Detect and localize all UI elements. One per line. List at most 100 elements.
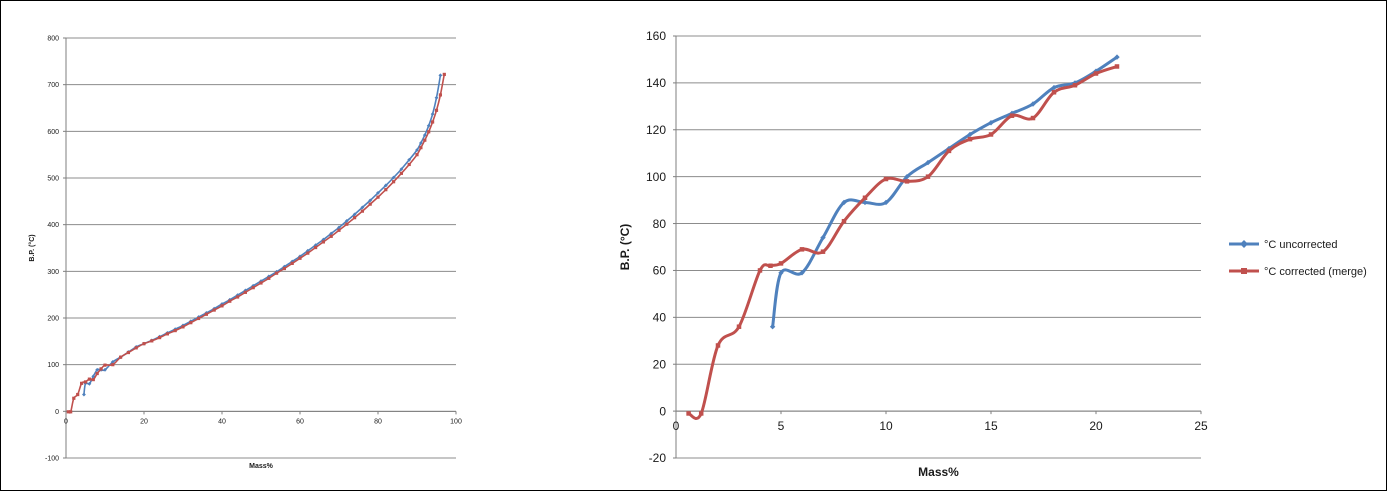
left-chart-series-1-point-2 xyxy=(72,396,76,400)
right-chart-series-line-0 xyxy=(771,55,1119,329)
right-chart-y-tick-label-3: 40 xyxy=(653,311,667,325)
left-chart-series-1-point-47 xyxy=(392,180,396,184)
right-chart-series-1-point-22 xyxy=(1114,64,1120,69)
left-chart-series-1-point-38 xyxy=(321,240,325,244)
left-chart-y-tick-label-5: 400 xyxy=(47,222,59,229)
left-chart-series-1-point-37 xyxy=(314,245,318,250)
right-chart-series-1-point-12 xyxy=(904,179,910,184)
left-chart-series-0-point-21 xyxy=(220,302,224,306)
left-chart-series-1-point-31 xyxy=(267,276,271,280)
left-chart-y-tick-label-8: 700 xyxy=(47,82,59,89)
left-chart-series-1-point-35 xyxy=(298,256,302,260)
left-chart-series-1-point-18 xyxy=(165,332,169,336)
left-chart-series-1-point-52 xyxy=(423,138,427,142)
left-chart-series-1-point-23 xyxy=(204,312,208,316)
left-chart-series-1-point-0 xyxy=(66,410,70,414)
left-chart-series-0-point-32 xyxy=(305,248,310,253)
right-chart-x-tick-label-3: 15 xyxy=(984,419,998,433)
right-chart-series-1-point-11 xyxy=(883,176,889,182)
left-chart-series-0-point-25 xyxy=(251,283,256,288)
left-chart-series-1-point-20 xyxy=(181,325,185,329)
left-chart-series-0-point-48 xyxy=(422,133,427,137)
left-chart-series-0-point-49 xyxy=(426,123,431,128)
left-chart-series-1-point-49 xyxy=(407,162,411,167)
left-chart-series-0-point-35 xyxy=(329,231,334,236)
left-chart-x-axis-label: Mass% xyxy=(249,463,274,470)
right-chart-y-tick-label-4: 60 xyxy=(653,264,667,278)
left-chart-series-1-point-40 xyxy=(337,228,341,232)
right-chart-series-1-point-2 xyxy=(715,343,721,348)
left-chart-series-1-point-48 xyxy=(399,171,403,175)
left-chart-x-tick-label-2: 40 xyxy=(218,418,226,425)
left-chart-y-tick-label-7: 600 xyxy=(47,129,59,136)
right-chart-series-1-point-6 xyxy=(778,261,784,266)
right-chart-series-0-point-4 xyxy=(841,199,847,206)
left-chart-y-tick-label-3: 200 xyxy=(47,315,59,322)
left-chart-series-0-point-39 xyxy=(360,205,365,210)
left-chart-series-line-1 xyxy=(67,73,446,414)
left-chart-series-1-point-28 xyxy=(243,290,247,294)
left-chart-series-0-point-30 xyxy=(290,259,295,264)
right-chart-y-tick-label-0: -20 xyxy=(649,451,667,465)
left-chart-series-0-point-38 xyxy=(352,212,357,217)
left-chart-series-1-point-24 xyxy=(212,308,216,312)
left-chart-y-tick-label-0: -100 xyxy=(45,455,59,462)
right-chart-series-1-point-17 xyxy=(1009,113,1015,118)
left-chart-series-1-point-10 xyxy=(103,363,107,367)
left-chart-series-1-point-1 xyxy=(69,410,73,414)
left-chart-series-0-point-40 xyxy=(368,198,373,203)
right-chart-series-1-point-10 xyxy=(862,195,868,201)
right-chart-series-1-point-4 xyxy=(757,268,763,273)
left-chart-series-0-point-0 xyxy=(82,392,86,397)
left-chart-y-tick-label-9: 800 xyxy=(47,35,59,42)
left-chart-x-tick-label-3: 60 xyxy=(296,418,304,425)
right-chart-series-0-point-0 xyxy=(769,324,776,330)
left-chart-series-1-point-25 xyxy=(220,304,224,308)
left-chart-series-0-point-44 xyxy=(399,167,404,172)
left-chart-y-axis-label: B.P. (°C) xyxy=(28,234,36,261)
chart-mass-vs-bp-full: -100 0 100 200 300 400 500 600 700 800 0 20 40 60 80 10… xyxy=(28,35,462,470)
right-chart-series-1-point-0 xyxy=(686,411,691,416)
left-chart-series-1-point-3 xyxy=(76,392,80,397)
right-chart-series-0-point-8 xyxy=(925,159,931,166)
right-chart-x-tick-label-5: 25 xyxy=(1194,419,1208,433)
right-chart-series-line-1 xyxy=(687,65,1119,420)
left-chart-series-0-point-45 xyxy=(407,157,412,162)
left-chart-x-tick-label-4: 80 xyxy=(374,418,382,425)
right-chart-series-1-point-9 xyxy=(841,218,847,224)
left-chart-y-tick-label-6: 500 xyxy=(47,175,59,182)
left-chart-series-1-point-32 xyxy=(275,271,279,275)
left-chart-series-1-point-14 xyxy=(134,346,138,350)
right-chart-series-1-point-18 xyxy=(1030,115,1036,121)
left-chart-series-0-point-7 xyxy=(110,359,115,364)
left-chart-series-1-point-15 xyxy=(142,342,146,346)
left-chart-series-1-point-41 xyxy=(345,222,349,226)
right-chart-series-1-point-3 xyxy=(736,324,742,329)
right-chart-series-0-point-16 xyxy=(1093,68,1099,74)
left-chart-series-1-point-12 xyxy=(119,355,123,359)
legend-swatch-marker-1 xyxy=(1241,268,1247,274)
left-chart-series-1-point-55 xyxy=(434,108,439,112)
left-chart-y-tick-label-2: 100 xyxy=(47,362,59,369)
left-chart-x-tick-label-1: 20 xyxy=(140,418,148,425)
left-chart-series-1-point-56 xyxy=(438,93,442,97)
right-chart-x-axis-label: Mass% xyxy=(918,465,959,479)
left-chart-series-1-point-46 xyxy=(384,188,388,192)
right-chart-series-0-point-10 xyxy=(967,131,973,138)
left-chart-series-1-point-42 xyxy=(353,216,357,220)
right-chart-x-tick-label-2: 10 xyxy=(879,419,893,433)
left-chart-series-1-point-22 xyxy=(197,316,201,321)
left-chart-series-1-point-51 xyxy=(419,146,423,150)
right-chart-series-1-point-13 xyxy=(925,174,931,179)
right-chart-series-0-point-14 xyxy=(1051,84,1057,91)
left-chart-series-1-point-53 xyxy=(427,130,431,134)
left-chart-series-1-point-6 xyxy=(87,377,91,381)
left-chart-series-1-point-13 xyxy=(126,350,130,355)
right-chart-series-0-point-7 xyxy=(904,173,910,180)
right-chart-series-0-point-15 xyxy=(1072,80,1078,86)
left-chart-series-1-point-7 xyxy=(91,378,95,382)
legend-swatch-marker-0 xyxy=(1240,240,1248,248)
left-chart-series-1-point-34 xyxy=(290,261,294,265)
